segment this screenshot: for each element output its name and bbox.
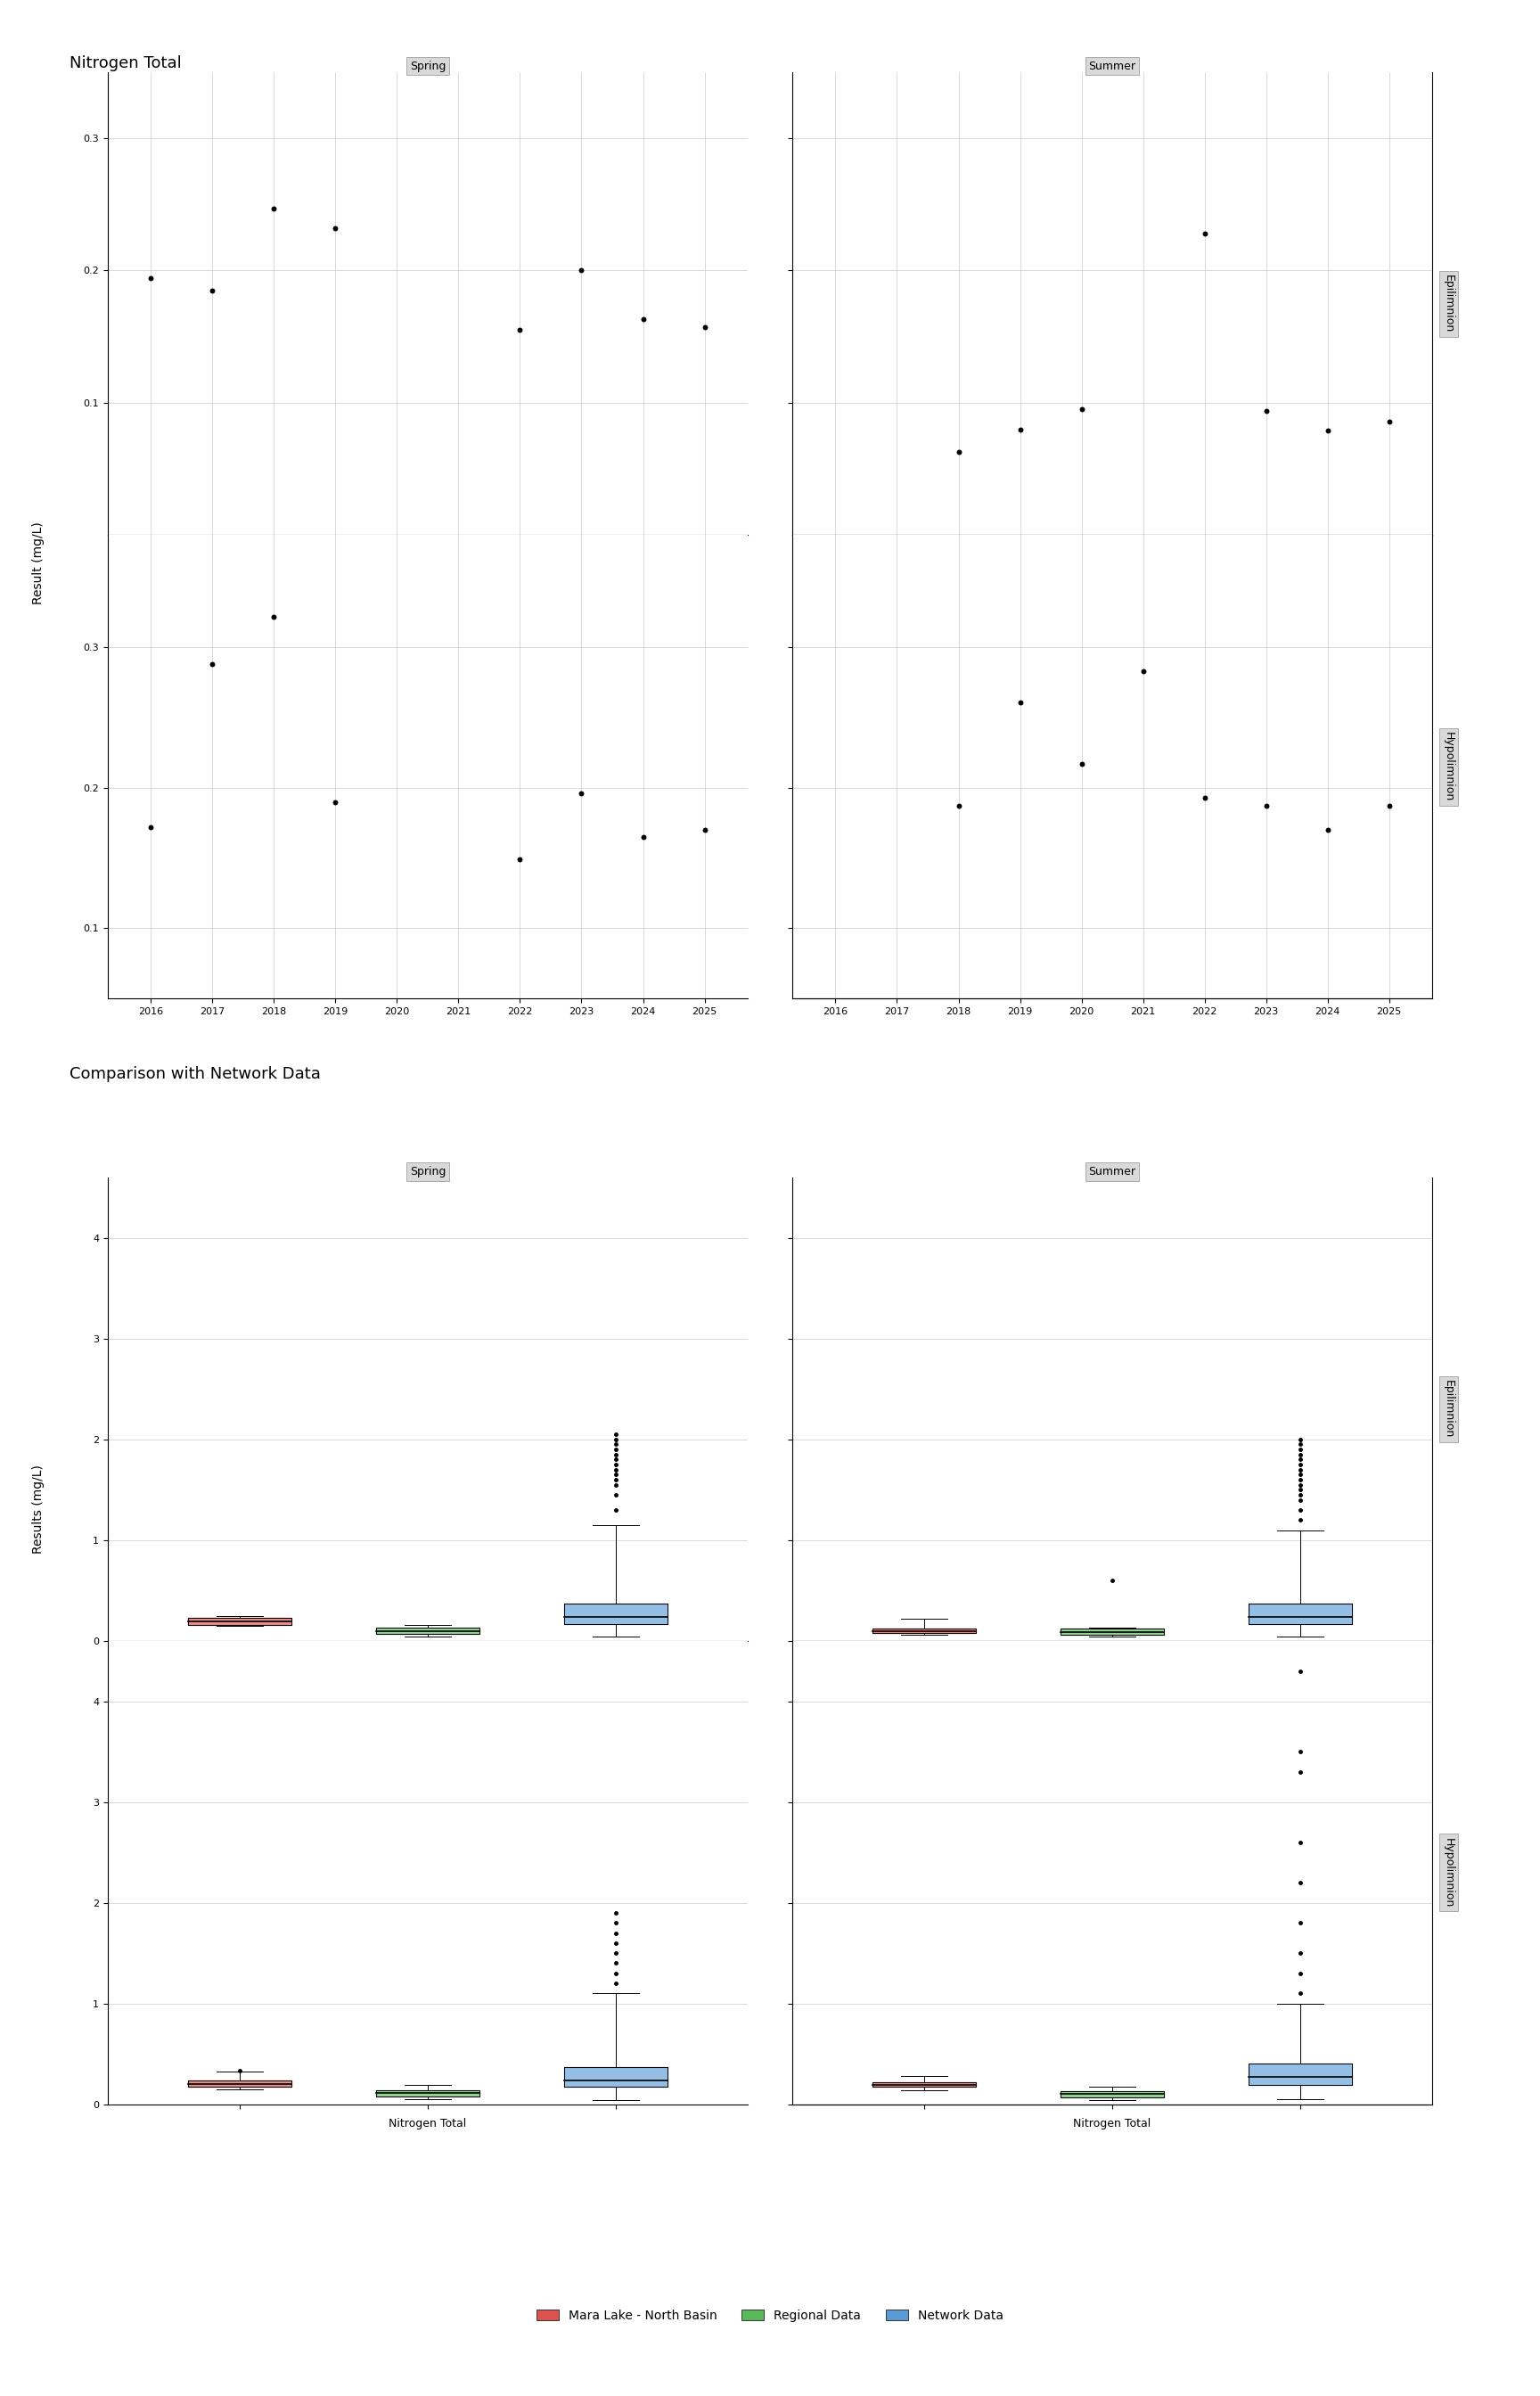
Point: [1315, 412, 1340, 450]
Point: [1254, 391, 1278, 429]
Point: [1069, 391, 1093, 429]
Point: [1069, 745, 1093, 783]
Title: Spring: Spring: [410, 60, 445, 72]
Polygon shape: [872, 2082, 976, 2087]
Polygon shape: [376, 1627, 479, 1634]
Point: [1315, 810, 1340, 848]
Point: [631, 300, 656, 338]
Polygon shape: [1249, 2063, 1352, 2085]
Title: Summer: Summer: [1089, 60, 1137, 72]
X-axis label: Nitrogen Total: Nitrogen Total: [1073, 2118, 1152, 2130]
Title: Spring: Spring: [410, 1167, 445, 1176]
Polygon shape: [564, 1603, 668, 1624]
Polygon shape: [188, 1617, 291, 1624]
Point: [1377, 786, 1401, 824]
Polygon shape: [564, 2068, 668, 2087]
Point: [1192, 779, 1217, 817]
Point: [200, 645, 225, 683]
Point: [1254, 786, 1278, 824]
Y-axis label: Hypolimnion: Hypolimnion: [1443, 733, 1454, 803]
Polygon shape: [1061, 1629, 1164, 1634]
Point: [1377, 403, 1401, 441]
Point: [139, 807, 163, 846]
Point: [570, 774, 594, 812]
Text: Nitrogen Total: Nitrogen Total: [69, 55, 182, 72]
Y-axis label: Hypolimnion: Hypolimnion: [1443, 1838, 1454, 1907]
Text: Result (mg/L): Result (mg/L): [32, 522, 45, 604]
Point: [508, 841, 533, 879]
Point: [946, 434, 970, 472]
Point: [570, 252, 594, 290]
Polygon shape: [376, 2089, 479, 2096]
Legend: Mara Lake - North Basin, Regional Data, Network Data: Mara Lake - North Basin, Regional Data, …: [531, 2305, 1009, 2327]
Point: [323, 783, 348, 822]
Point: [508, 311, 533, 350]
Y-axis label: Epilimnion: Epilimnion: [1443, 1380, 1454, 1438]
Point: [262, 189, 286, 228]
Point: [1130, 652, 1155, 690]
Polygon shape: [1249, 1603, 1352, 1624]
Point: [323, 208, 348, 247]
Point: [262, 597, 286, 635]
Polygon shape: [188, 2080, 291, 2087]
Point: [1007, 683, 1032, 721]
Point: [691, 810, 716, 848]
Polygon shape: [872, 1629, 976, 1632]
Polygon shape: [1061, 2092, 1164, 2096]
Point: [1007, 410, 1032, 448]
Text: Comparison with Network Data: Comparison with Network Data: [69, 1066, 320, 1083]
Point: [691, 309, 716, 347]
Point: [200, 271, 225, 309]
Y-axis label: Epilimnion: Epilimnion: [1443, 276, 1454, 333]
Title: Summer: Summer: [1089, 1167, 1137, 1176]
Point: [946, 786, 970, 824]
Point: [631, 817, 656, 855]
X-axis label: Nitrogen Total: Nitrogen Total: [388, 2118, 467, 2130]
Point: [139, 259, 163, 297]
Text: Results (mg/L): Results (mg/L): [32, 1464, 45, 1555]
Point: [1192, 213, 1217, 252]
